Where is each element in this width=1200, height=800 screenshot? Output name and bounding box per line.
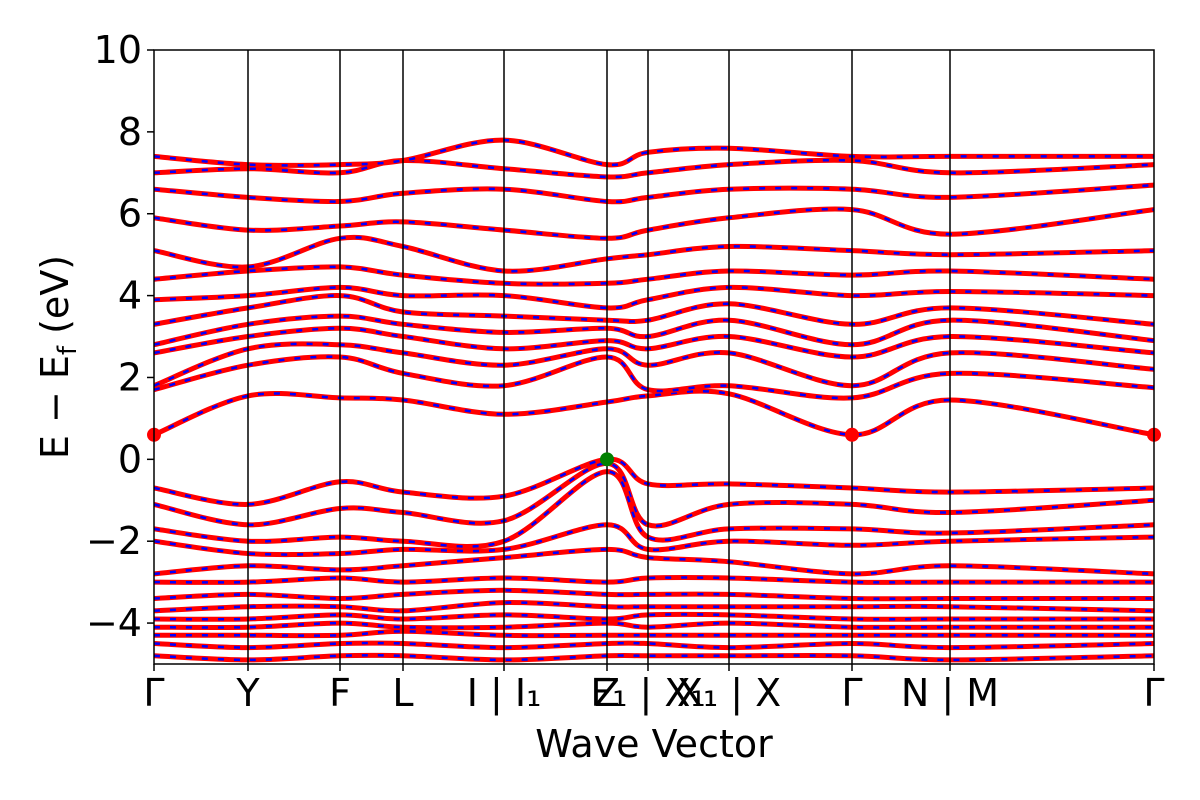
band-line-10: [154, 182, 1154, 205]
band-overlay-3: [154, 327, 1154, 359]
y-axis-label-sub: f: [53, 345, 83, 355]
band-line-7: [154, 264, 1154, 287]
band-overlay-18: [154, 576, 1154, 584]
extrema-markers: [147, 427, 1161, 467]
kpoint-separators: [247, 50, 951, 664]
bands-layer: [154, 137, 1154, 663]
y-axis-label-main: E − E: [33, 355, 77, 459]
ytick-label-2: 0: [118, 437, 142, 481]
band-line-12: [154, 137, 1154, 168]
band-overlay-0: [154, 389, 1154, 437]
xtick-label-6: F₁ | X₁: [590, 671, 705, 716]
ytick-label-7: 10: [94, 28, 142, 72]
band-line-13: [154, 456, 1154, 507]
y-axis-label-unit: (eV): [33, 255, 77, 346]
band-overlay-13: [154, 458, 1154, 506]
band-overlay-1: [154, 355, 1154, 400]
band-overlay-10: [154, 183, 1154, 204]
cbm-marker-1: [845, 427, 859, 442]
band-overlay-8: [154, 236, 1154, 273]
band-overlay-21: [154, 613, 1154, 621]
band-line-23: [154, 628, 1154, 639]
x-axis-label: Wave Vector: [535, 722, 773, 766]
y-axis-ticks: −4 −2 0 2 4 6 8 10: [86, 28, 154, 645]
y-axis-label: E − Ef (eV): [33, 255, 83, 459]
band-overlay-16: [154, 523, 1154, 556]
xtick-label-1: Y: [235, 671, 260, 715]
xtick-label-7: X₁ | X: [677, 671, 781, 716]
band-overlay-5: [154, 294, 1154, 326]
band-line-14: [154, 460, 1154, 529]
band-line-25: [154, 652, 1154, 663]
band-line-6: [154, 284, 1154, 311]
ytick-label-4: 4: [118, 274, 142, 318]
band-overlay-14: [154, 462, 1154, 528]
xtick-label-8: Γ: [841, 671, 862, 715]
band-overlay-4: [154, 314, 1154, 346]
xtick-label-2: F: [329, 671, 351, 715]
band-overlay-17: [154, 548, 1154, 576]
plot-frame: [153, 49, 1155, 665]
band-overlay-19: [154, 589, 1154, 601]
band-line-20: [154, 600, 1154, 614]
ytick-label-0: −4: [86, 601, 142, 645]
band-line-11: [154, 157, 1154, 180]
ytick-label-3: 2: [118, 355, 142, 399]
vbm-marker: [600, 452, 614, 467]
xtick-label-5: Z: [594, 671, 620, 715]
ytick-label-5: 6: [118, 192, 142, 236]
band-overlay-11: [154, 158, 1154, 179]
ytick-label-6: 8: [118, 110, 142, 154]
xtick-label-9: N | M: [901, 671, 999, 716]
band-line-22: [154, 620, 1154, 631]
xtick-label-3: L: [392, 671, 413, 715]
xtick-label-0: Γ: [143, 671, 164, 715]
xtick-label-4: I | I₁: [467, 671, 542, 716]
xtick-label-10: Γ: [1143, 671, 1164, 715]
band-overlay-12: [154, 138, 1154, 167]
band-line-9: [154, 206, 1154, 241]
band-line-24: [154, 640, 1154, 651]
band-overlay-15: [154, 470, 1154, 548]
ytick-label-1: −2: [86, 519, 142, 563]
band-overlay-9: [154, 207, 1154, 240]
band-overlay-2: [154, 342, 1154, 387]
band-line-0: [154, 388, 1154, 438]
